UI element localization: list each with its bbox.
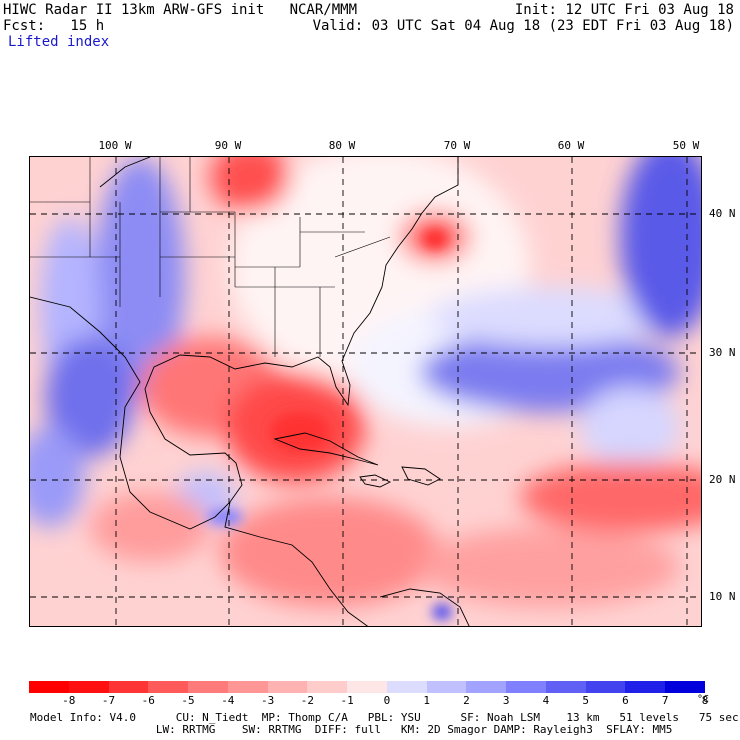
lat-lon-grid [30, 157, 701, 626]
colorbar-swatch [188, 681, 229, 693]
lifted-index-shading [30, 157, 701, 607]
colorbar-tick-label: 4 [542, 694, 550, 707]
coastlines [30, 157, 470, 626]
colorbar-tick-label: -5 [181, 694, 195, 707]
colorbar-tick-label: 8 [701, 694, 709, 707]
colorbar-swatch [68, 681, 109, 693]
colorbar-tick-label: 0 [383, 694, 391, 707]
model-info-line1: Model Info: V4.0 CU: N_Tiedt MP: Thomp C… [30, 711, 739, 724]
longitude-label: 100 W [98, 139, 132, 152]
colorbar-swatch [227, 681, 269, 693]
colorbar-swatch [347, 681, 388, 693]
latitude-label: 20 N [709, 473, 736, 486]
colorbar-swatch [148, 681, 189, 693]
colorbar-swatch [108, 681, 149, 693]
lifted-index-detail [207, 229, 452, 620]
valid-time: Valid: 03 UTC Sat 04 Aug 18 (23 EDT Fri … [312, 18, 734, 34]
colorbar-unit: °C [697, 694, 710, 705]
model-info-line2: LW: RRTMG SW: RRTMG DIFF: full KM: 2D Sm… [30, 723, 673, 736]
colorbar-swatch [307, 681, 348, 693]
colorbar-tick-label: 3 [502, 694, 510, 707]
colorbar-swatch [545, 681, 587, 693]
colorbar-tick-label: -8 [62, 694, 76, 707]
colorbar-tick-label: -2 [300, 694, 314, 707]
colorbar [29, 681, 706, 693]
colorbar-tick-label: -7 [101, 694, 116, 707]
colorbar-tick-label: 7 [661, 694, 669, 707]
field-name: Lifted index [8, 34, 110, 50]
colorbar-tick-label: 2 [463, 694, 470, 707]
longitude-label: 50 W [672, 139, 700, 152]
longitude-label: 70 W [443, 139, 471, 152]
longitude-label: 80 W [328, 139, 356, 152]
map-canvas [30, 157, 701, 626]
colorbar-swatch [585, 681, 626, 693]
colorbar-swatch [466, 681, 507, 693]
colorbar-swatch [625, 681, 666, 693]
colorbar-tick-label: -1 [340, 694, 354, 707]
colorbar-swatch [386, 681, 428, 693]
state-borders [30, 157, 391, 357]
lifted-index-map [29, 156, 702, 627]
init-time: Init: 12 UTC Fri 03 Aug 18 [514, 2, 734, 18]
colorbar-tick-label: 6 [622, 694, 629, 707]
colorbar-swatch [29, 681, 70, 693]
colorbar-tick-label: -3 [260, 694, 275, 707]
colorbar-swatch [665, 681, 706, 693]
forecast-hour: Fcst: 15 h [3, 18, 105, 34]
latitude-label: 30 N [709, 346, 736, 359]
colorbar-tick-label: 5 [582, 694, 590, 707]
title-line: HIWC Radar II 13km ARW-GFS init NCAR/MMM [3, 2, 358, 18]
longitude-label: 60 W [557, 139, 585, 152]
longitude-label: 90 W [214, 139, 242, 152]
latitude-label: 40 N [709, 207, 736, 220]
colorbar-swatch [426, 681, 467, 693]
latitude-label: 10 N [709, 590, 736, 603]
colorbar-tick-label: -4 [221, 694, 235, 707]
colorbar-tick-label: -6 [141, 694, 155, 707]
colorbar-swatch [267, 681, 308, 693]
colorbar-swatch [506, 681, 547, 693]
colorbar-tick-label: 1 [423, 694, 430, 707]
